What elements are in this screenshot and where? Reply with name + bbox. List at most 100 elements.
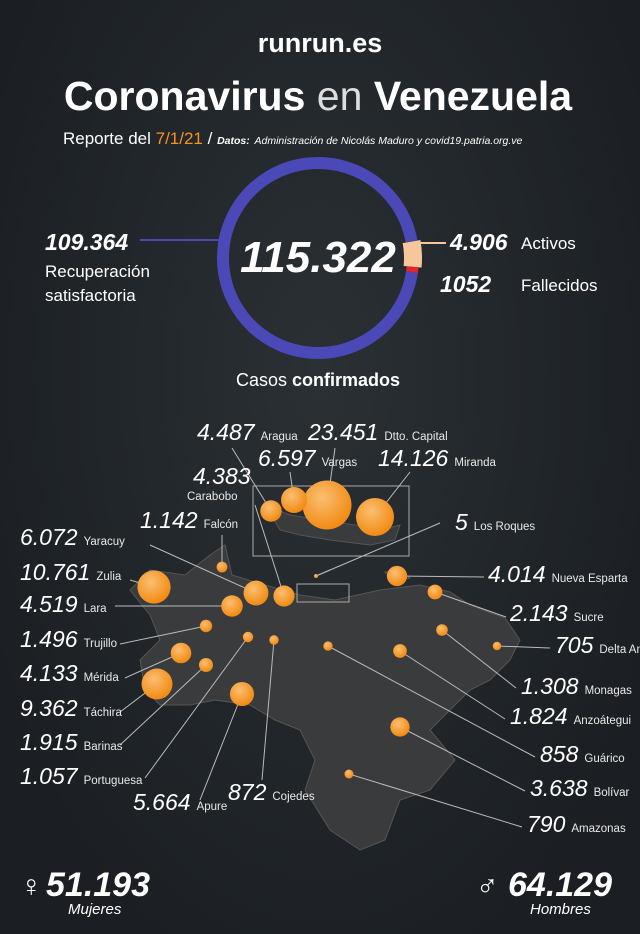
state-name: Táchira — [84, 707, 123, 719]
bubble — [198, 657, 214, 673]
value-label: 4.383 — [193, 463, 251, 489]
state-name: Apure — [197, 801, 228, 813]
state-name: Bolívar — [594, 787, 630, 799]
male-count: 64.129 — [508, 866, 612, 904]
value-label: 5 — [455, 509, 468, 535]
donut-segment — [402, 239, 422, 268]
value-label: 2.143 — [509, 600, 568, 626]
leader — [396, 575, 485, 578]
value-label: 4.014 — [488, 561, 546, 587]
report-prefix: Reporte del — [63, 129, 151, 148]
category-label: Activos — [521, 234, 576, 253]
bubble — [229, 681, 255, 707]
state-name: Falcón — [204, 519, 239, 531]
source-label: Datos: — [217, 135, 250, 147]
subtitle-part: confirmados — [292, 370, 400, 390]
value-label: 4.133 — [20, 660, 78, 686]
female: ♀ 51.193 Mujeres — [20, 866, 150, 918]
title: Coronavirus en Venezuela — [64, 73, 573, 119]
value-label: 23.451 — [307, 419, 378, 445]
state-name: Nueva Esparta — [552, 573, 629, 585]
bubble — [242, 631, 254, 643]
report-date: 7/1/21 — [156, 129, 203, 148]
bubble — [314, 574, 318, 578]
state-name: Yaracuy — [84, 536, 126, 548]
value-label: 872 — [228, 779, 267, 805]
state-name: Amazonas — [571, 823, 626, 835]
value-label: 1.057 — [20, 763, 79, 789]
leader — [327, 645, 536, 758]
value-label: 3.638 — [530, 775, 588, 801]
bubble — [355, 497, 395, 537]
state-name: Guárico — [584, 753, 624, 765]
bubble — [269, 635, 279, 645]
bubble — [137, 570, 171, 604]
leader — [441, 629, 517, 689]
category-label: Fallecidos — [521, 276, 598, 295]
bubble — [436, 624, 448, 636]
subtitle-part: Casos — [236, 370, 287, 390]
value-label: 10.761 — [20, 559, 90, 585]
value-label: 6.072 — [20, 524, 78, 550]
brand: runrun.es — [258, 28, 383, 58]
report-line: Reporte del 7/1/21 / Datos: Administraci… — [63, 129, 523, 148]
state-name: Lara — [84, 603, 108, 615]
donut-segment — [405, 266, 419, 274]
male-label: Hombres — [530, 901, 591, 918]
state-name: Trujillo — [84, 638, 117, 650]
bubble — [393, 644, 407, 658]
male: ♂ 64.129 Hombres — [476, 866, 612, 918]
female-symbol: ♀ — [20, 870, 43, 903]
state-name: Barinas — [84, 741, 123, 753]
value-label: 858 — [540, 741, 579, 767]
leader — [348, 773, 523, 828]
bubble — [302, 480, 352, 530]
state-name: Cojedes — [272, 791, 314, 803]
value-label: 5.664 — [133, 789, 191, 815]
value-label: 9.362 — [20, 695, 78, 721]
inset-ref — [296, 583, 350, 603]
bubble — [216, 561, 228, 573]
value-label: 4.519 — [20, 591, 78, 617]
leader — [149, 544, 257, 594]
state-name: Miranda — [454, 457, 496, 469]
leader — [119, 664, 207, 746]
bubble — [386, 565, 408, 587]
bubble — [344, 769, 354, 779]
bubble — [492, 641, 502, 651]
value-label: 14.126 — [378, 445, 449, 471]
state-name: Delta Amacuro — [599, 644, 640, 656]
leader — [254, 504, 285, 597]
state-name: Vargas — [322, 457, 358, 469]
value-label: 705 — [555, 632, 594, 658]
leader — [399, 726, 526, 792]
leader — [144, 636, 249, 779]
state-name: Anzoátegui — [574, 715, 632, 727]
leader — [434, 591, 507, 618]
value-label: 1.915 — [20, 729, 78, 755]
bubble — [427, 584, 443, 600]
bubble — [221, 595, 243, 617]
bubble — [260, 500, 282, 522]
leader — [261, 639, 275, 781]
value-label: 109.364 — [45, 229, 128, 255]
state-name: Monagas — [585, 685, 633, 697]
bubble — [323, 641, 333, 651]
value-label: 6.597 — [258, 445, 317, 471]
bubble — [281, 487, 307, 513]
state-name: Dtto. Capital — [384, 431, 447, 443]
leader — [231, 447, 272, 512]
title-part: en — [317, 73, 363, 119]
female-label: Mujeres — [68, 901, 122, 918]
value-label: 1.308 — [521, 673, 579, 699]
leader — [119, 625, 207, 645]
bubble — [243, 580, 269, 606]
value-label: 1.824 — [510, 703, 568, 729]
leader — [315, 522, 441, 577]
value-label: 4.906 — [449, 229, 508, 255]
separator: / — [208, 129, 213, 148]
bubble — [141, 668, 173, 700]
leader — [199, 693, 243, 801]
bubble — [390, 717, 410, 737]
